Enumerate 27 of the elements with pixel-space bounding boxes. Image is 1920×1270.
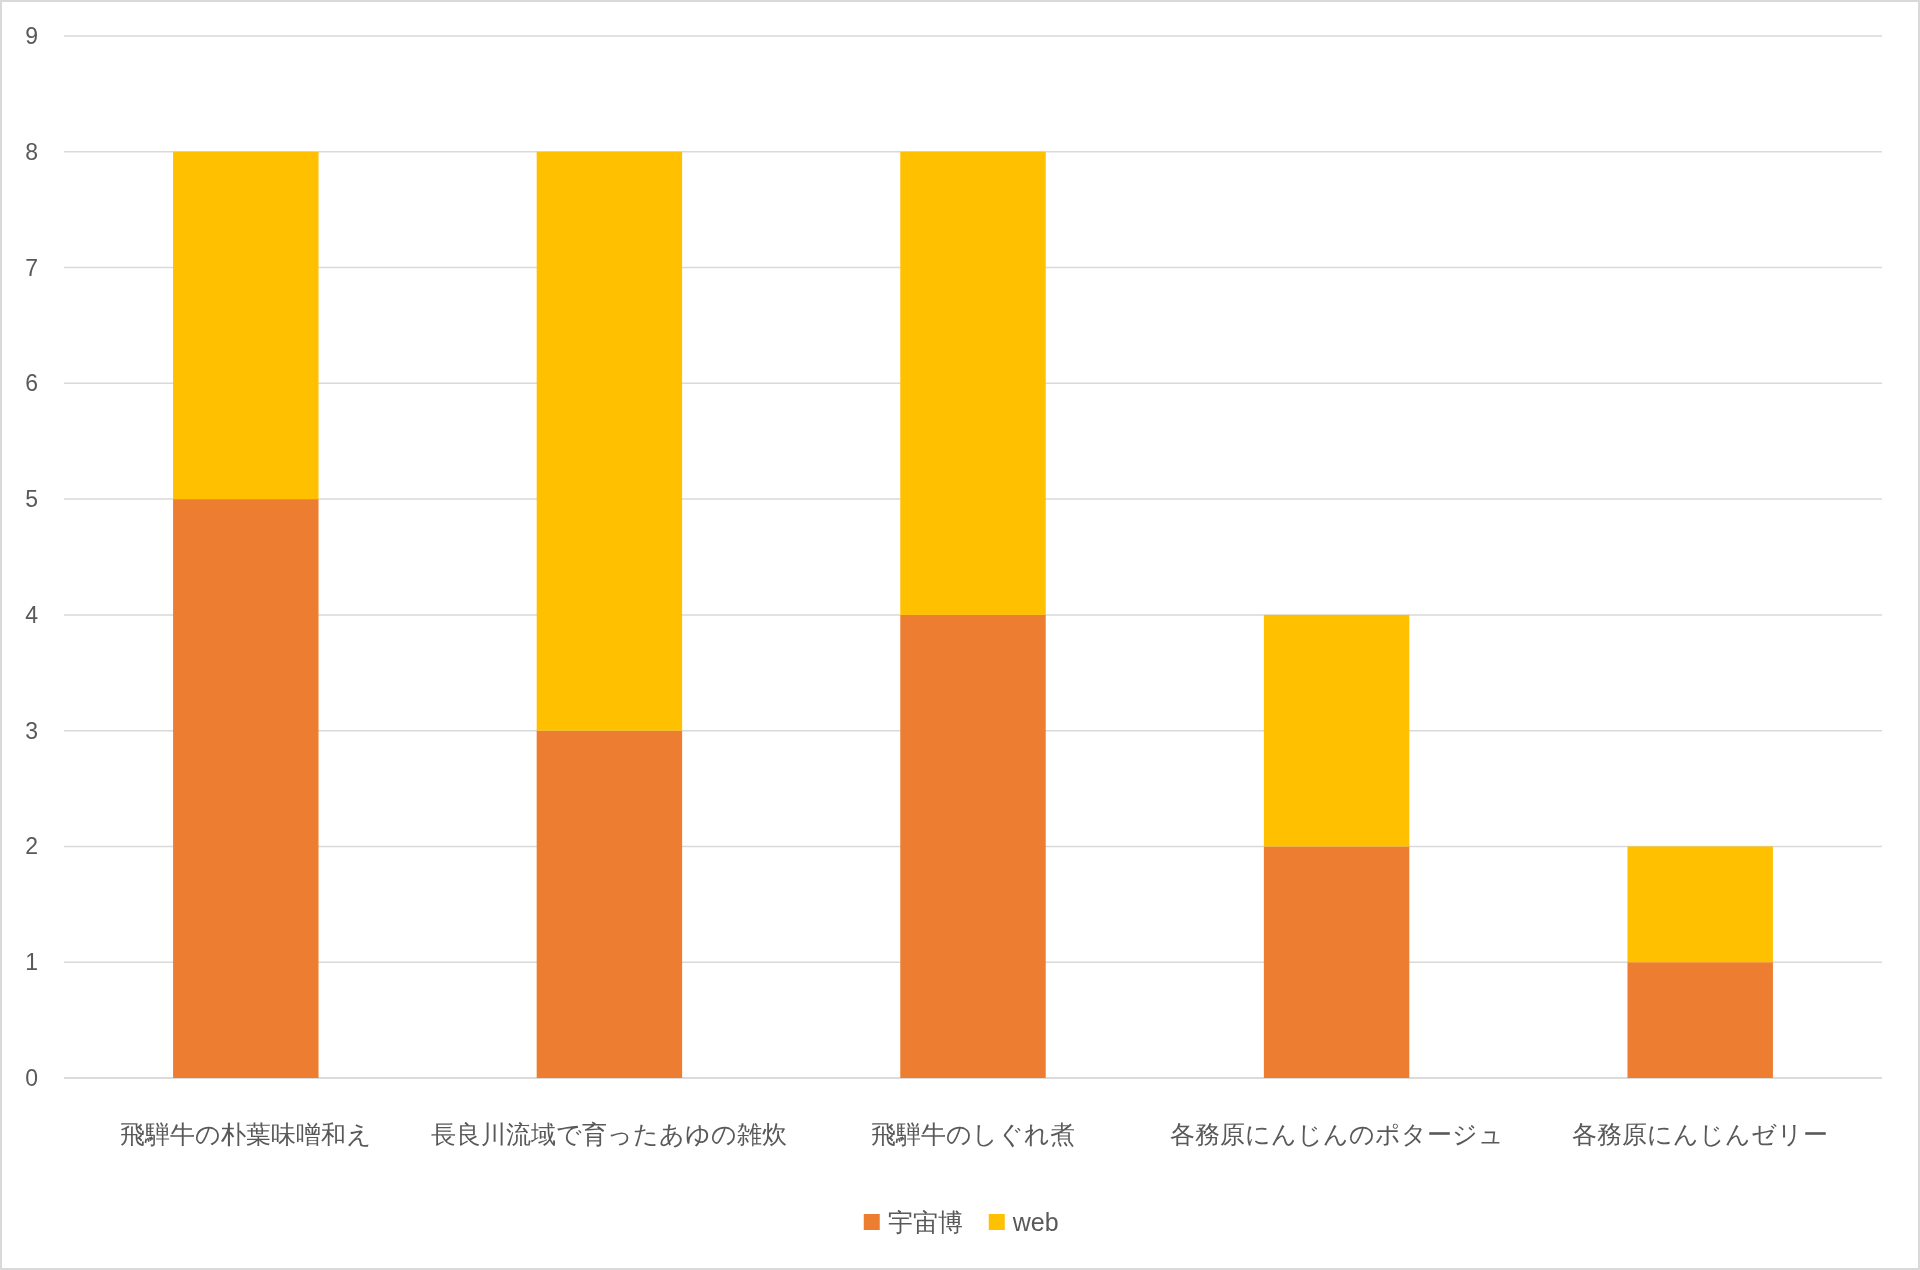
bar: [1263, 614, 1410, 847]
bar: [1627, 846, 1773, 963]
bar: [900, 151, 1046, 615]
y-tick-label: 0: [25, 1065, 38, 1091]
y-tick-label: 5: [25, 486, 38, 513]
y-tick-label: 9: [25, 23, 38, 49]
x-tick-label: 各務原にんじんのポタージュ: [1169, 1120, 1504, 1148]
y-tick-label: 7: [25, 254, 38, 281]
x-tick-label: 飛騨牛の朴葉味噌和え: [119, 1120, 372, 1148]
x-tick-label: 飛騨牛のしぐれ煮: [871, 1120, 1075, 1148]
legend-label: 宇宙博: [887, 1208, 963, 1236]
bar: [173, 151, 319, 500]
bar: [536, 151, 683, 731]
bar: [536, 730, 683, 1078]
y-tick-label: 4: [25, 601, 39, 628]
x-tick-label: 長良川流域で育ったあゆの雑炊: [431, 1120, 788, 1148]
y-tick-label: 1: [25, 949, 38, 976]
legend-label: web: [1011, 1208, 1059, 1236]
y-tick-label: 8: [25, 138, 38, 165]
bar: [1263, 846, 1410, 1078]
x-tick-label: 各務原にんじんゼリー: [1572, 1120, 1829, 1148]
bar: [900, 614, 1046, 1078]
bar: [1627, 962, 1773, 1078]
y-tick-label: 2: [25, 833, 38, 860]
y-tick-label: 3: [25, 717, 38, 744]
bar: [173, 499, 319, 1078]
y-tick-label: 6: [25, 370, 38, 397]
